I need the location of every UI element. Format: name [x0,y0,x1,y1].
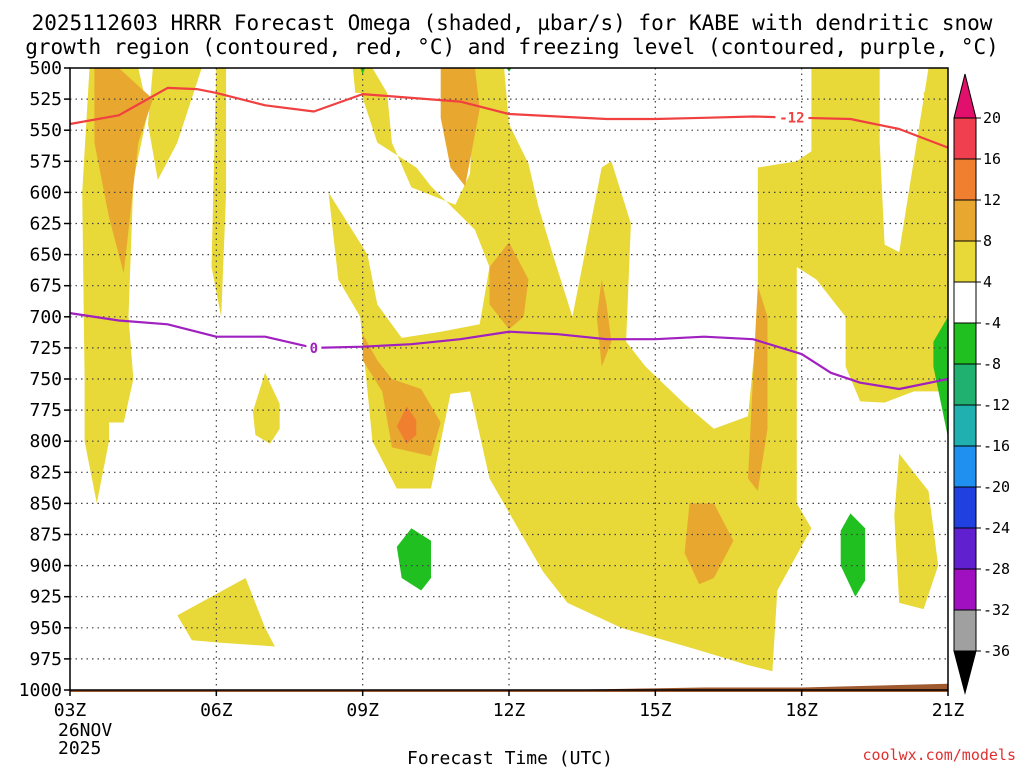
contour-lines: -12 0 [69,86,949,391]
x-tick-label-6: 06Z [200,700,233,721]
omega-region-6 [352,68,363,93]
omega-region-7 [894,453,939,610]
y-tick-label-1000: 1000 [19,680,62,701]
colorbar-label-1: 16 [983,150,1001,168]
freezing-level-contour [69,312,949,391]
y-tick-label-750: 750 [29,369,62,390]
x-axis-ticks: 03Z 06Z 09Z 12Z 15Z 18Z 21Z [54,690,965,721]
colorbar-label-13: -36 [983,642,1010,660]
colorbar-label-0: 20 [983,109,1001,127]
colorbar-label-10: -24 [983,519,1010,537]
y-tick-label-575: 575 [29,151,62,172]
chart-title-line2: growth region (contoured, red, °C) and f… [25,35,999,59]
colorbar-label-5: -4 [983,314,1001,332]
y-tick-label-700: 700 [29,307,62,328]
y-tick-label-825: 825 [29,462,62,483]
y-tick-label-950: 950 [29,618,62,639]
colorbar-swatch-10 [953,527,977,570]
grid-lines [70,68,948,690]
colorbar-swatch-5 [953,322,977,365]
colorbar-swatch-2 [953,199,977,242]
colorbar-label-12: -32 [983,601,1010,619]
colorbar-label-7: -12 [983,396,1010,414]
dendritic-growth-contour-label-bg [775,109,809,126]
x-tick-label-18: 18Z [785,700,818,721]
y-tick-label-625: 625 [29,214,62,235]
omega-region-18 [840,513,866,597]
x-tick-label-12: 12Z [493,700,526,721]
omega-region-17 [396,528,431,591]
omega-region-8 [923,68,948,168]
freezing-level-contour-label: 0 [310,341,318,357]
y-tick-label-525: 525 [29,89,62,110]
omega-region-15 [748,285,768,491]
y-tick-label-850: 850 [29,493,62,514]
colorbar-swatch-6 [953,363,977,406]
colorbar-label-2: 12 [983,191,1001,209]
y-tick-label-600: 600 [29,182,62,203]
credit-text: coolwx.com/models [862,746,1016,764]
omega-region-5 [177,578,275,647]
y-tick-label-725: 725 [29,338,62,359]
omega-region-3 [252,372,280,444]
x-tick-label-9: 09Z [346,700,379,721]
colorbar-swatch-11 [953,568,977,611]
y-axis-ticks: 500 525 550 575 600 625 650 675 700 725 750 775 800 8… [19,58,70,701]
x-axis-title: Forecast Time (UTC) [407,748,613,768]
x-tick-label-15: 15Z [639,700,672,721]
y-tick-label-550: 550 [29,120,62,141]
omega-region-2 [328,68,948,672]
y-tick-label-800: 800 [29,431,62,452]
omega-region-13 [596,279,612,367]
omega-region-12 [489,242,529,330]
omega-region-20 [360,68,366,75]
colorbar-swatch-12 [953,609,977,652]
y-tick-label-900: 900 [29,556,62,577]
omega-region-1 [148,68,202,180]
x-tick-label-3: 03Z [54,700,87,721]
omega-shading [70,68,948,692]
colorbar-swatch-0 [953,117,977,160]
colorbar-top-arrow [953,73,977,119]
y-tick-label-775: 775 [29,400,62,421]
colorbar-label-4: 4 [983,273,992,291]
y-tick-label-675: 675 [29,276,62,297]
omega-region-9 [94,68,153,274]
colorbar-swatch-7 [953,404,977,447]
colorbar-swatch-9 [953,486,977,529]
chart-title-line1: 2025112603 HRRR Forecast Omega (shaded, … [32,11,993,35]
colorbar-label-8: -16 [983,437,1010,455]
omega-colorbar: 20 16 12 8 4 -4 -8 -12 -16 -20 -24 -28 -32 -36 [953,73,1010,695]
y-tick-label-650: 650 [29,245,62,266]
x-tick-label-21: 21Z [932,700,965,721]
y-tick-label-500: 500 [29,58,62,79]
freezing-level-contour-label-bg [306,339,322,356]
colorbar-swatch-8 [953,445,977,488]
colorbar-label-3: 8 [983,232,992,250]
colorbar-label-9: -20 [983,478,1010,496]
date-label-day: 26NOV [58,720,112,741]
dendritic-growth-contour-label: -12 [779,111,804,127]
y-tick-label-925: 925 [29,587,62,608]
omega-region-16 [396,406,417,444]
omega-region-14 [684,503,734,585]
date-label-year: 2025 [58,738,101,759]
y-tick-label-975: 975 [29,649,62,670]
y-tick-label-875: 875 [29,525,62,546]
colorbar-label-11: -28 [983,560,1010,578]
omega-region-11 [362,334,441,457]
colorbar-swatch-4 [953,281,977,324]
colorbar-swatch-1 [953,158,977,201]
omega-region-21 [506,68,512,72]
colorbar-swatch-3 [953,240,977,283]
omega-region-19 [933,316,948,438]
colorbar-bottom-arrow [953,650,977,695]
colorbar-label-6: -8 [983,355,1001,373]
omega-region-10 [440,68,480,187]
